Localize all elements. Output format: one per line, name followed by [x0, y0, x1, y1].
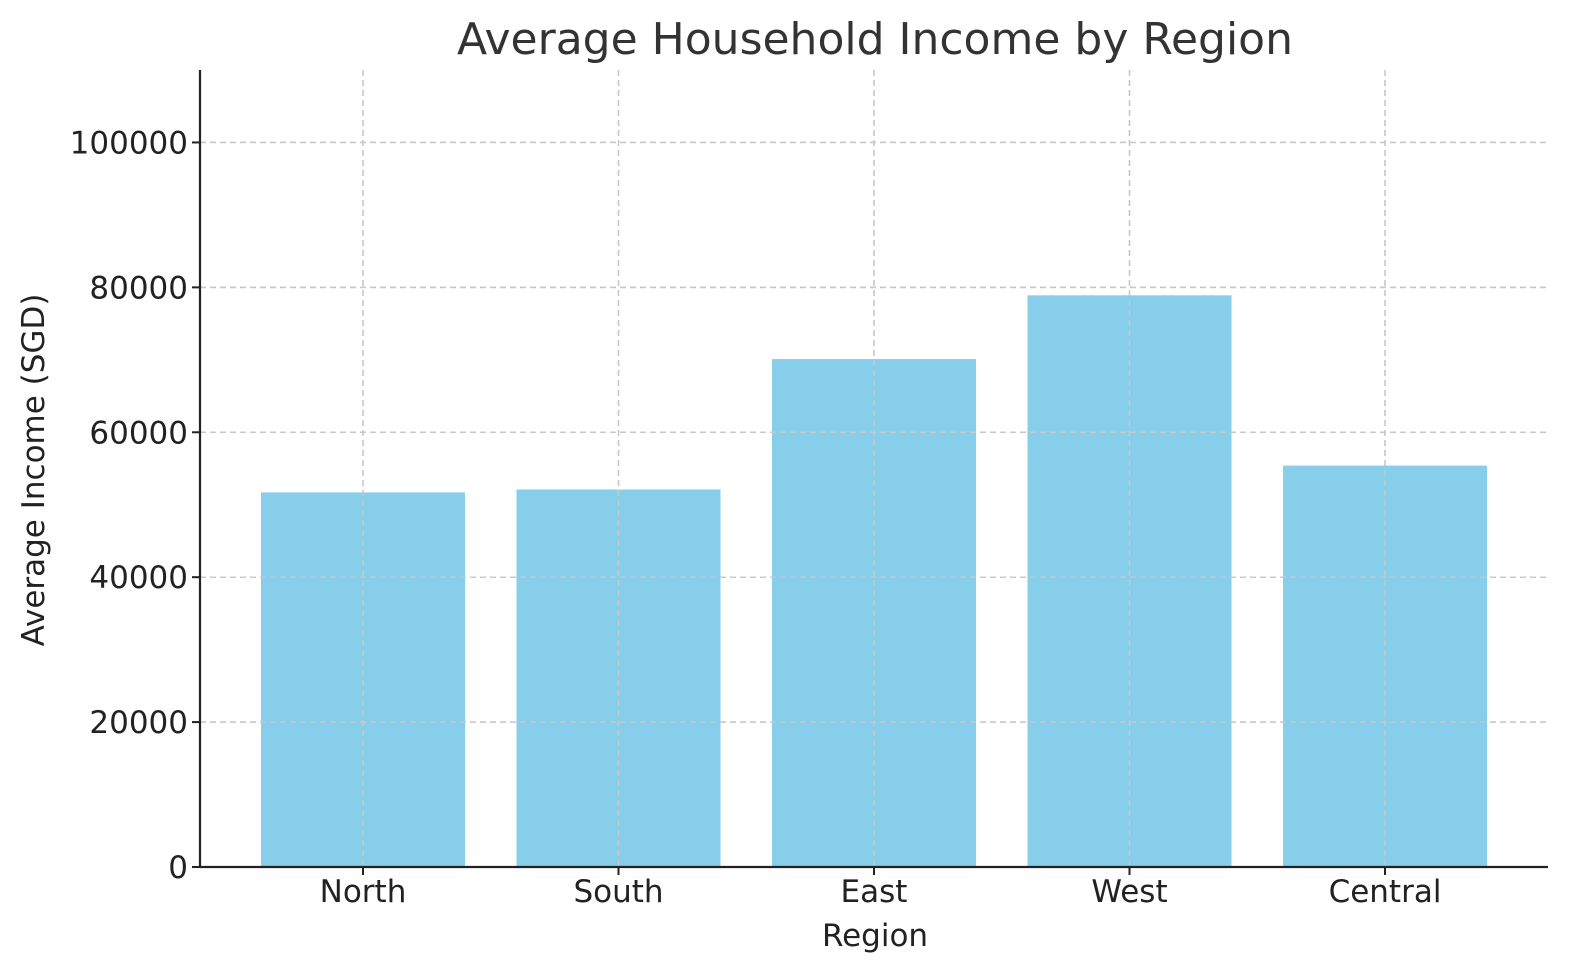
y-axis-label: Average Income (SGD) [16, 294, 52, 647]
x-tick-label: North [320, 874, 407, 910]
y-tick-label: 20000 [89, 705, 188, 741]
ticks: 0 20000 40000 60000 80000 100000 North South Eas… [70, 125, 1442, 910]
x-tick-label: East [841, 874, 908, 910]
y-tick-label: 0 [168, 850, 188, 886]
x-tick-label: Central [1329, 874, 1442, 910]
x-axis-label: Region [822, 918, 928, 954]
chart-title: Average Household Income by Region [457, 14, 1293, 65]
y-tick-label: 100000 [70, 125, 188, 161]
x-tick-label: West [1091, 874, 1167, 910]
x-tick-label: South [573, 874, 663, 910]
y-tick-label: 60000 [89, 415, 188, 451]
y-tick-label: 40000 [89, 560, 188, 596]
bars [200, 70, 1548, 868]
y-tick-label: 80000 [89, 270, 188, 306]
